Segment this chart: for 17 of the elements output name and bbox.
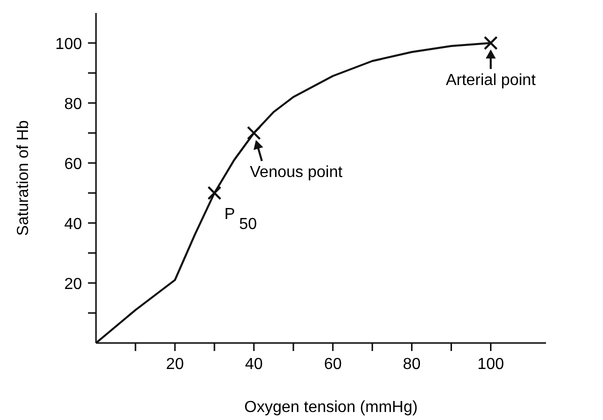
- x-tick-label: 100: [477, 356, 504, 373]
- point: [484, 36, 498, 50]
- x-tick-label: 80: [402, 356, 421, 373]
- x-axis-title: Oxygen tension (mmHg): [244, 399, 418, 416]
- x-tick-label: 20: [166, 356, 184, 373]
- point: [207, 186, 222, 200]
- x-tick-label: 40: [244, 356, 263, 373]
- y-tick-label: 60: [64, 156, 82, 173]
- annotation: Arterial point: [446, 72, 536, 89]
- annotation: Venous point: [250, 164, 343, 181]
- y-tick-label: 20: [64, 276, 82, 293]
- y-axis-title: Saturation of Hb: [15, 120, 32, 236]
- y-tick-label: 40: [64, 216, 82, 233]
- y-tick-label: 100: [55, 36, 82, 53]
- x-tick-label: 60: [324, 356, 342, 373]
- point: [246, 126, 261, 140]
- y-tick-label: 80: [64, 96, 82, 113]
